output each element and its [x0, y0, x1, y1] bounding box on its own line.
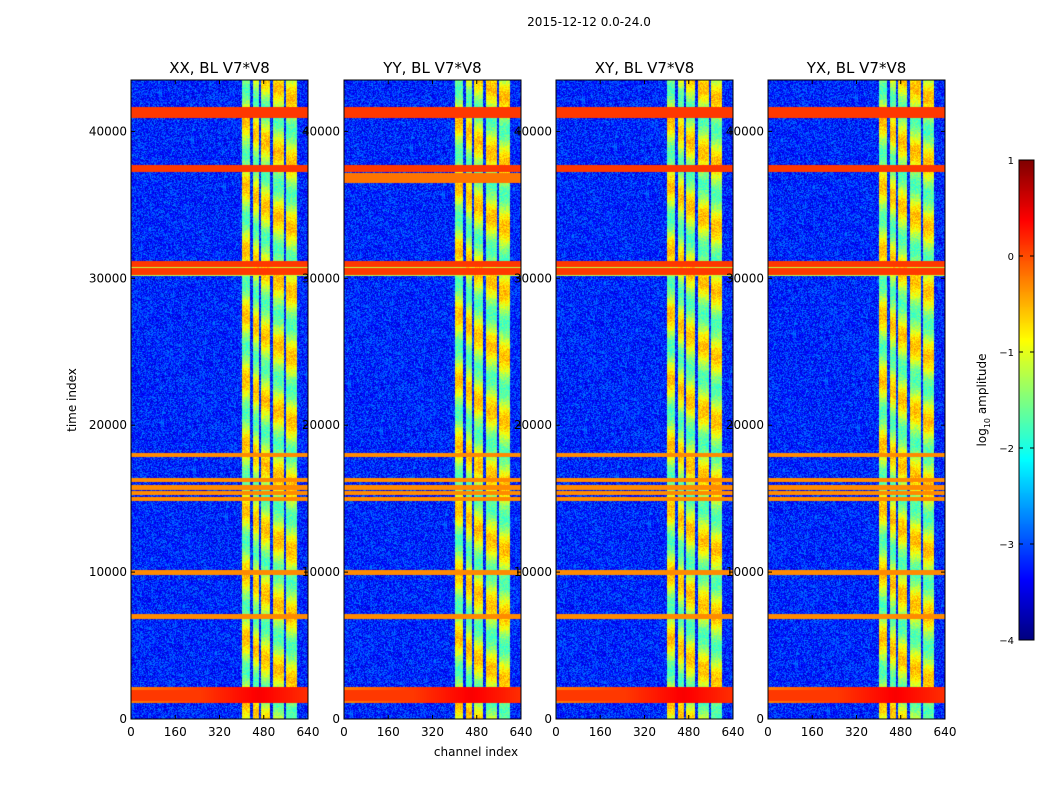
y-tick-label: 0	[756, 712, 764, 726]
y-tick-label: 40000	[89, 124, 127, 138]
x-tick-label: 0	[127, 725, 135, 739]
x-tick-label: 480	[889, 725, 912, 739]
figure-title: 2015-12-12 0.0-24.0	[527, 15, 651, 29]
panels-group: XX, BL V7*V8 0 160 320 480 640 0 10000 20000 3000…	[89, 59, 957, 739]
x-tick-label: 480	[465, 725, 488, 739]
heatmap-image	[556, 80, 733, 719]
y-tick-label: 10000	[89, 565, 127, 579]
x-tick-label: 640	[934, 725, 957, 739]
heatmap-image	[344, 80, 521, 719]
y-tick-label: 20000	[726, 418, 764, 432]
colorbar-label-subscript: 10	[983, 418, 992, 428]
y-tick-label: 10000	[514, 565, 552, 579]
x-tick-label: 0	[764, 725, 772, 739]
panel-title: XX, BL V7*V8	[169, 59, 270, 77]
panel-title: XY, BL V7*V8	[595, 59, 695, 77]
x-tick-label: 320	[208, 725, 231, 739]
y-tick-label: 20000	[89, 418, 127, 432]
y-tick-label: 30000	[89, 271, 127, 285]
y-tick-label: 20000	[302, 418, 340, 432]
y-tick-label: 0	[332, 712, 340, 726]
y-tick-label: 40000	[726, 124, 764, 138]
panel-yx: YX, BL V7*V8 0 160 320 480 640 0 10000 20000 3000…	[726, 59, 957, 739]
x-tick-label: 480	[677, 725, 700, 739]
colorbar-tick-label: −1	[999, 348, 1014, 359]
colorbar-label: log10 amplitude	[975, 354, 992, 447]
x-tick-label: 640	[510, 725, 533, 739]
x-tick-label: 0	[552, 725, 560, 739]
x-tick-label: 320	[845, 725, 868, 739]
heatmap-image	[131, 80, 308, 719]
x-tick-label: 160	[801, 725, 824, 739]
y-axis-label: time index	[65, 368, 79, 432]
colorbar-gradient	[1019, 160, 1034, 640]
colorbar-tick-label: −2	[999, 444, 1014, 455]
colorbar-label-rest: amplitude	[975, 354, 989, 418]
y-tick-label: 30000	[302, 271, 340, 285]
y-tick-label: 10000	[726, 565, 764, 579]
y-tick-label: 0	[119, 712, 127, 726]
panel-title: YY, BL V7*V8	[382, 59, 481, 77]
x-tick-label: 160	[164, 725, 187, 739]
colorbar-label-main: log	[975, 428, 989, 446]
colorbar-tick-label: −4	[999, 636, 1014, 647]
colorbar-frame	[1018, 159, 1035, 641]
y-tick-label: 30000	[514, 271, 552, 285]
panel-title: YX, BL V7*V8	[806, 59, 907, 77]
colorbar-tick-label: 1	[1008, 156, 1014, 167]
x-tick-label: 640	[297, 725, 320, 739]
x-tick-label: 160	[377, 725, 400, 739]
x-tick-label: 0	[340, 725, 348, 739]
colorbar-tick-label: 0	[1008, 252, 1014, 263]
y-tick-label: 20000	[514, 418, 552, 432]
y-tick-label: 40000	[514, 124, 552, 138]
x-tick-label: 160	[589, 725, 612, 739]
x-tick-label: 640	[722, 725, 745, 739]
y-tick-label: 30000	[726, 271, 764, 285]
x-tick-label: 480	[252, 725, 275, 739]
y-tick-label: 40000	[302, 124, 340, 138]
panel-xy: XY, BL V7*V8 0 160 320 480 640 0 10000 20000 3000…	[514, 59, 745, 739]
y-tick-label: 10000	[302, 565, 340, 579]
colorbar-tick-label: −3	[999, 540, 1014, 551]
panel-yy: YY, BL V7*V8 0 160 320 480 640 0 10000 20000 3000…	[302, 59, 533, 739]
x-tick-label: 320	[633, 725, 656, 739]
x-tick-label: 320	[421, 725, 444, 739]
y-tick-label: 0	[544, 712, 552, 726]
heatmap-image	[768, 80, 945, 719]
x-axis-label: channel index	[434, 745, 518, 759]
panel-xx: XX, BL V7*V8 0 160 320 480 640 0 10000 20000 3000…	[89, 59, 320, 739]
